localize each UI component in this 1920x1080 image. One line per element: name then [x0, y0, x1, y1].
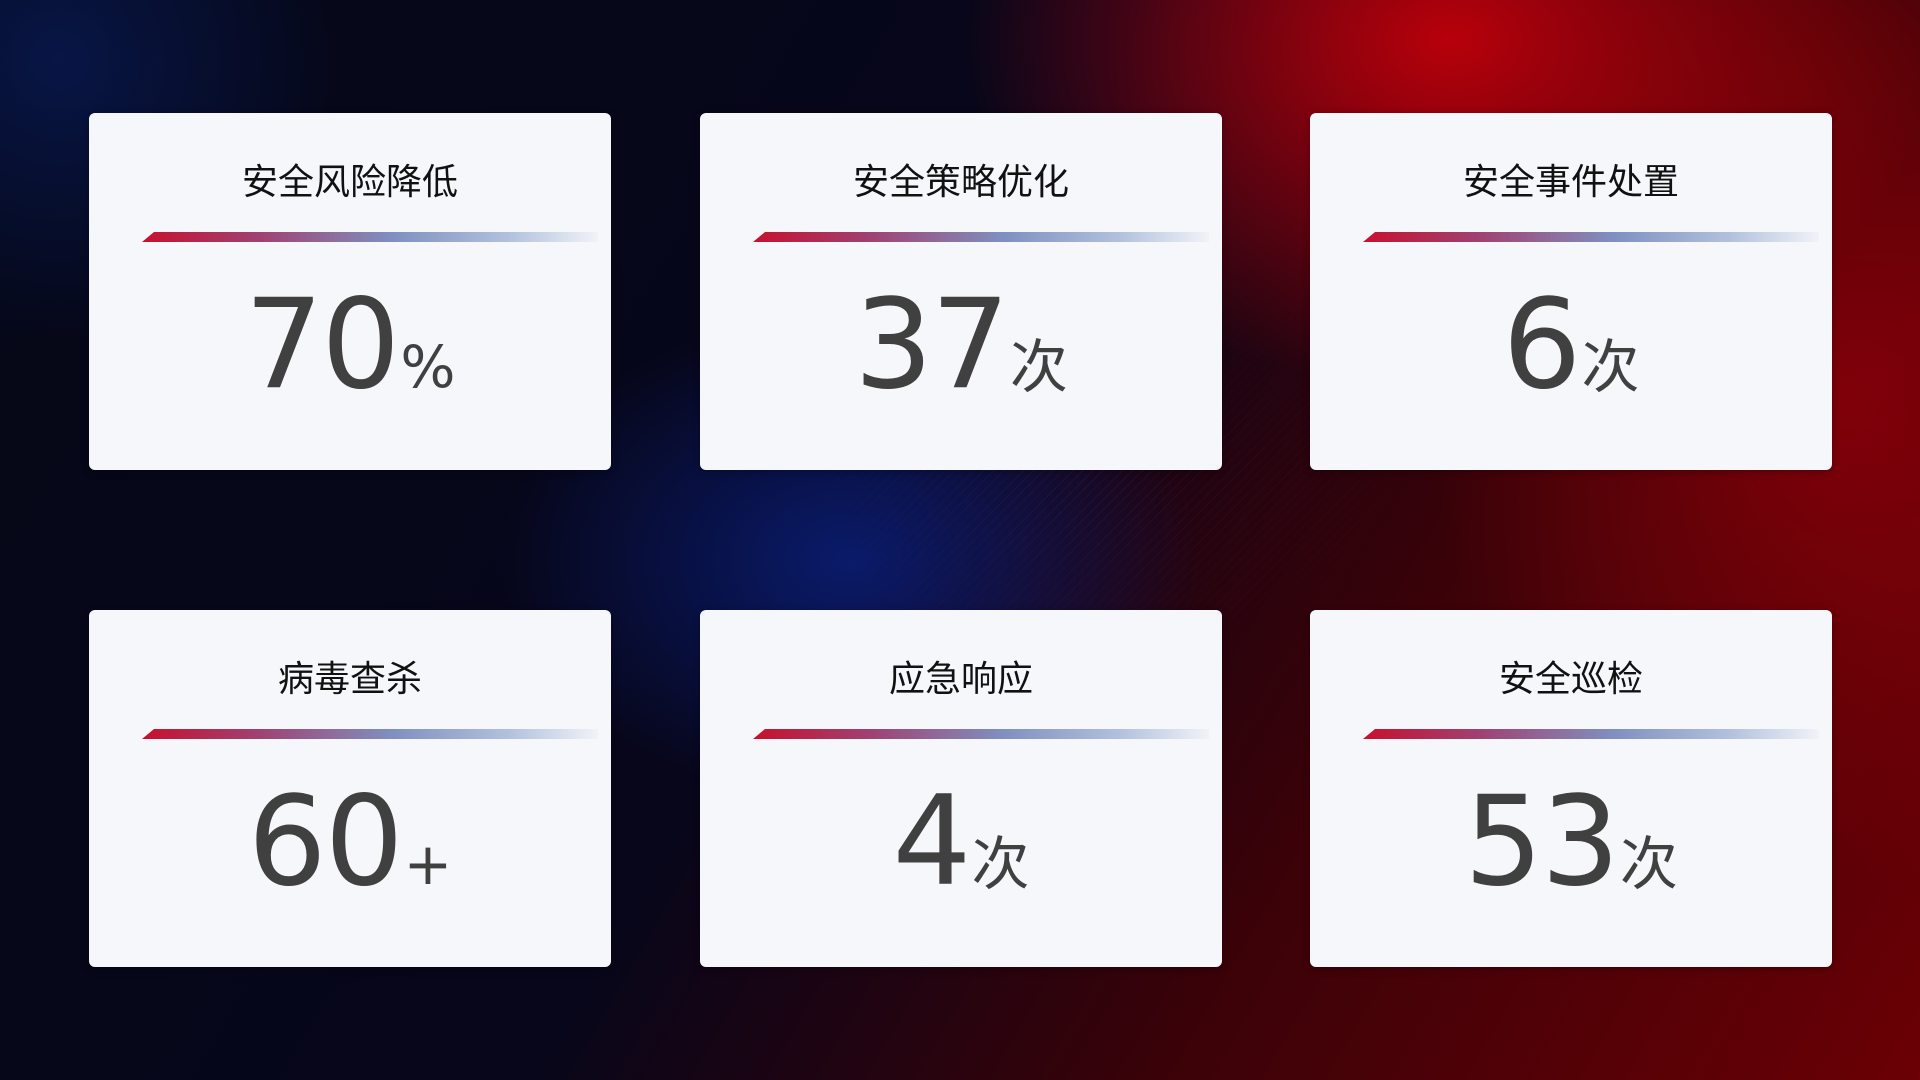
card-title: 病毒查杀: [277, 659, 422, 700]
value-number: 37: [854, 273, 1010, 417]
value-unit: 次: [1009, 333, 1068, 401]
value-number: 60: [247, 770, 404, 914]
card-title: 安全风险降低: [241, 162, 458, 203]
card-value: 60+: [89, 770, 611, 914]
value-unit: 次: [1619, 830, 1678, 898]
stat-card-risk-reduction: 安全风险降低 70%: [89, 113, 611, 470]
value-number: 70: [244, 273, 401, 417]
stat-card-security-inspection: 安全巡检 53次: [1310, 610, 1832, 967]
stat-card-policy-optimization: 安全策略优化 37次: [700, 113, 1222, 470]
card-value: 37次: [700, 273, 1222, 417]
card-value: 4次: [700, 770, 1222, 914]
gradient-divider: [753, 729, 1209, 739]
card-title: 安全事件处置: [1462, 162, 1679, 203]
value-unit: 次: [971, 830, 1030, 898]
card-value: 6次: [1310, 273, 1832, 417]
stat-card-incident-handling: 安全事件处置 6次: [1310, 113, 1832, 470]
value-unit: +: [403, 830, 453, 898]
value-unit: %: [400, 333, 456, 401]
gradient-divider: [142, 729, 598, 739]
value-number: 4: [892, 770, 972, 914]
value-unit: 次: [1581, 333, 1640, 401]
gradient-divider: [1363, 232, 1819, 242]
card-value: 70%: [89, 273, 611, 417]
value-number: 6: [1502, 273, 1582, 417]
card-title: 安全策略优化: [852, 162, 1069, 203]
value-number: 53: [1464, 770, 1620, 914]
stat-card-virus-removal: 病毒查杀 60+: [89, 610, 611, 967]
gradient-divider: [753, 232, 1209, 242]
gradient-divider: [142, 232, 598, 242]
card-value: 53次: [1310, 770, 1832, 914]
stat-card-emergency-response: 应急响应 4次: [700, 610, 1222, 967]
card-title: 安全巡检: [1498, 659, 1643, 700]
gradient-divider: [1363, 729, 1819, 739]
card-title: 应急响应: [888, 659, 1033, 700]
